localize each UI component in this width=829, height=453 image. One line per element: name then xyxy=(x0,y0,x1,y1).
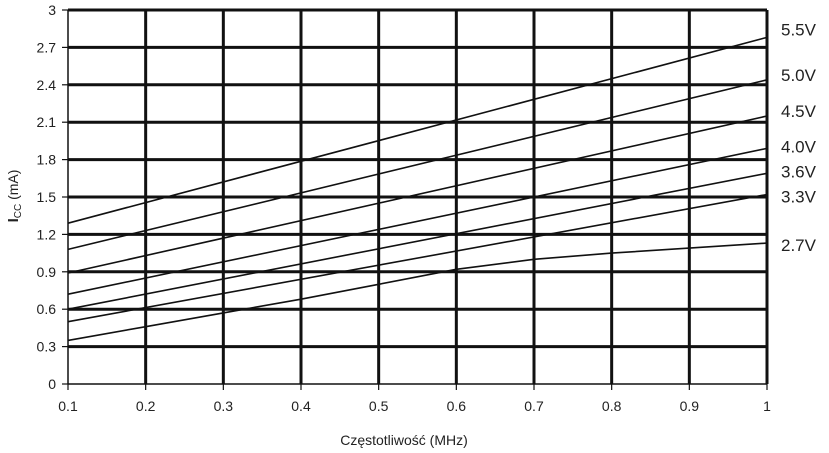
series-label: 5.0V xyxy=(781,66,817,85)
x-tick-label: 0.4 xyxy=(291,398,311,414)
x-tick-label: 0.2 xyxy=(136,398,156,414)
series-line-2-7v xyxy=(67,242,768,342)
x-tick-label: 0.9 xyxy=(680,398,700,414)
y-tick-label: 1.5 xyxy=(37,189,57,205)
series-label: 5.5V xyxy=(781,20,817,39)
series-label: 3.6V xyxy=(781,162,817,181)
y-tick-label: 0.6 xyxy=(37,301,57,317)
series-line-4-0v xyxy=(67,147,768,295)
series-label: 4.0V xyxy=(781,137,817,156)
x-tick-label: 0.7 xyxy=(524,398,544,414)
y-tick-label: 2.4 xyxy=(37,77,57,93)
y-tick-label: 0.9 xyxy=(37,264,57,280)
y-tick-label: 0 xyxy=(48,376,56,392)
y-axis-title-main: I xyxy=(5,218,22,222)
x-axis-title: Częstotliwość (MHz) xyxy=(340,432,468,448)
series-labels: 5.5V 5.0V 4.5V 4.0V 3.6V 3.3V 2.7V xyxy=(781,20,817,255)
series-label: 2.7V xyxy=(781,236,817,255)
series-line-4-5v xyxy=(67,115,768,274)
series-label: 3.3V xyxy=(781,188,817,207)
y-tick-label: 1.2 xyxy=(37,226,57,242)
y-axis-title-sub: CC xyxy=(13,204,24,218)
series-line-5-0v xyxy=(67,79,768,251)
series-line-3-3v xyxy=(67,193,768,323)
x-tick-label: 1 xyxy=(763,398,771,414)
y-axis-title-unit: (mA) xyxy=(5,170,21,204)
series-label: 4.5V xyxy=(781,102,817,121)
y-tick-label: 2.1 xyxy=(37,114,57,130)
grid xyxy=(62,8,769,390)
series-lines xyxy=(67,36,768,342)
series-line-5-5v xyxy=(67,36,768,224)
series-line-3-6v xyxy=(67,172,768,310)
x-tick-label: 0.1 xyxy=(58,398,78,414)
y-tick-label: 3 xyxy=(48,2,56,18)
x-tick-label: 0.5 xyxy=(369,398,389,414)
axis-ticks: 0 0.3 0.6 0.9 1.2 1.5 1.8 2.1 2.4 2.7 3 0.1 0.2 0.3 0.… xyxy=(37,2,772,414)
x-tick-label: 0.8 xyxy=(602,398,622,414)
y-tick-label: 0.3 xyxy=(37,339,57,355)
x-tick-label: 0.6 xyxy=(447,398,467,414)
x-tick-label: 0.3 xyxy=(214,398,234,414)
y-axis-title: ICC (mA) xyxy=(5,170,24,223)
y-tick-label: 2.7 xyxy=(37,39,57,55)
y-tick-label: 1.8 xyxy=(37,152,57,168)
